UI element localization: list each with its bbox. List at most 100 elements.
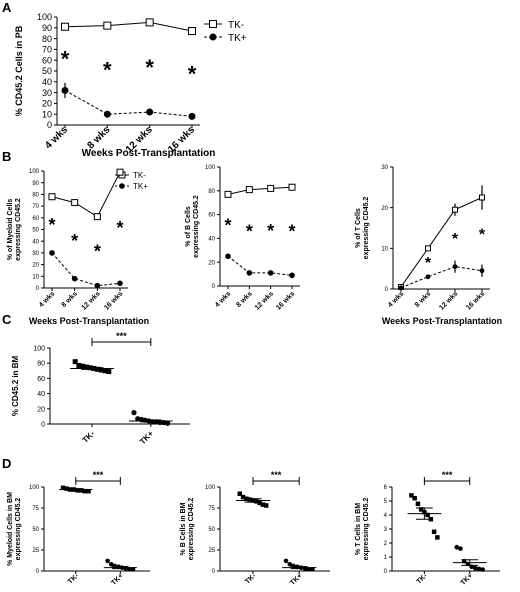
x-tick-label: TK- xyxy=(416,572,430,586)
y-axis-label: expressing CD45.2 xyxy=(363,498,370,561)
legend-a-tkminus-marker xyxy=(209,20,217,28)
x-tick-label: 16 wks xyxy=(275,290,296,311)
data-point-TK- xyxy=(254,499,259,504)
data-point-TK- xyxy=(106,369,112,375)
data-point-TK+ xyxy=(49,250,55,256)
series-line-TK+ xyxy=(227,255,293,276)
data-point-TK- xyxy=(267,184,275,192)
x-tick-label: TK+ xyxy=(289,572,303,586)
chart-5: 0 20 40 60 80 100 % CD45.2 in BM TK- TK+ *** xyxy=(11,331,190,446)
data-point-TK+ xyxy=(165,420,171,426)
x-tick-label: TK+ xyxy=(110,572,124,586)
data-point-TK- xyxy=(257,500,262,506)
significance-star: * xyxy=(145,55,154,80)
panel-label-a: A xyxy=(2,0,12,15)
y-tick-label: 30 xyxy=(381,165,388,171)
y-axis-label: expressing CD45.2 xyxy=(15,198,22,261)
y-tick-label: 90 xyxy=(32,181,39,187)
legend-a-tkplus-label: TK+ xyxy=(228,33,247,44)
y-tick-label: 80 xyxy=(37,361,45,368)
y-tick-label: 40 xyxy=(37,391,45,398)
significance-star: * xyxy=(61,46,70,71)
y-tick-label: 100 xyxy=(29,485,40,491)
data-point-TK- xyxy=(188,27,196,36)
y-tick-label: 70 xyxy=(42,45,52,55)
x-tick-label: 8 wks xyxy=(414,290,433,309)
data-point-TK+ xyxy=(452,264,458,270)
y-axis-label: % B Cells in BM xyxy=(180,502,187,555)
data-point-TK- xyxy=(82,488,88,494)
x-tick-label: 12 wks xyxy=(254,290,275,311)
x-axis-label: Weeks Post-Transplantation xyxy=(82,148,216,159)
data-point-TK- xyxy=(64,486,69,491)
x-tick-label: 8 wks xyxy=(61,290,80,309)
y-tick-label: 40 xyxy=(32,239,39,245)
y-tick-label: 100 xyxy=(33,345,45,352)
y-tick-label: 20 xyxy=(208,260,215,266)
data-point-TK+ xyxy=(71,275,78,282)
y-tick-label: 6 xyxy=(384,485,388,491)
y-tick-label: 80 xyxy=(32,193,39,199)
x-tick-label: TK+ xyxy=(138,429,155,446)
significance-star: * xyxy=(116,218,123,238)
data-point-TK+ xyxy=(473,565,478,571)
y-tick-label: 0 xyxy=(212,569,216,575)
data-point-TK+ xyxy=(480,567,486,572)
panel-label-d: D xyxy=(2,456,11,471)
y-axis-label: % CD45.2 Cells in PB xyxy=(14,25,24,116)
y-tick-label: 100 xyxy=(37,12,52,22)
y-tick-label: 10 xyxy=(32,274,39,280)
data-point-TK- xyxy=(240,494,246,500)
data-point-TK- xyxy=(452,206,458,213)
data-point-TK- xyxy=(48,193,56,201)
data-point-TK- xyxy=(431,529,437,535)
y-tick-label: 75 xyxy=(208,506,215,512)
data-point-TK+ xyxy=(130,567,136,572)
y-tick-label: 1 xyxy=(384,555,388,561)
legend-a-tkplus-marker xyxy=(209,33,217,41)
y-tick-label: 30 xyxy=(32,251,39,257)
data-point-TK- xyxy=(425,512,430,518)
significance-stars: *** xyxy=(116,331,127,341)
series-line-TK+ xyxy=(400,266,483,289)
y-axis-label: expressing CD45.2 xyxy=(188,498,195,561)
legend-b-tkplus-label: TK+ xyxy=(133,182,148,191)
data-point-TK+ xyxy=(94,282,101,289)
data-point-TK- xyxy=(418,507,424,512)
series-line-TK- xyxy=(51,171,121,218)
data-point-TK+ xyxy=(476,566,482,572)
y-tick-label: 75 xyxy=(32,506,39,512)
y-tick-label: 3 xyxy=(384,527,388,533)
series-line-TK- xyxy=(400,197,483,288)
significance-stars: *** xyxy=(93,470,104,480)
y-tick-label: 2 xyxy=(384,541,388,547)
panel-labels: A B C D xyxy=(2,0,12,471)
significance-star: * xyxy=(452,231,459,248)
y-tick-label: 30 xyxy=(42,88,52,98)
y-tick-label: 40 xyxy=(208,237,215,243)
y-tick-label: 60 xyxy=(208,213,215,219)
y-tick-label: 50 xyxy=(32,228,39,234)
significance-star: * xyxy=(479,227,486,244)
x-tick-label: 16 wks xyxy=(465,290,486,311)
x-tick-label: TK- xyxy=(244,572,258,586)
data-point-TK+ xyxy=(188,112,196,120)
data-point-TK+ xyxy=(61,86,69,94)
data-point-TK+ xyxy=(287,561,293,567)
data-point-TK- xyxy=(60,485,66,491)
y-tick-label: 100 xyxy=(205,165,216,171)
data-point-TK- xyxy=(260,502,266,507)
data-point-TK- xyxy=(83,364,89,370)
y-tick-label: 80 xyxy=(208,189,215,195)
y-axis-label: expressing CD45.2 xyxy=(193,195,200,258)
y-tick-label: 50 xyxy=(42,66,52,76)
y-axis-label: % of Myeloid Cells xyxy=(7,199,14,261)
panel-label-b: B xyxy=(2,149,11,164)
chart-8: 0 1 2 3 4 5 6 % T Cells in BM expressing CD45.2 T… xyxy=(355,470,500,587)
y-tick-label: 20 xyxy=(32,263,39,269)
data-point-TK- xyxy=(80,363,86,369)
x-tick-label: TK- xyxy=(81,429,97,445)
significance-star: * xyxy=(94,241,101,261)
chart-7: 0 25 50 75 100 % B Cells in BM expressing CD45… xyxy=(180,470,330,587)
